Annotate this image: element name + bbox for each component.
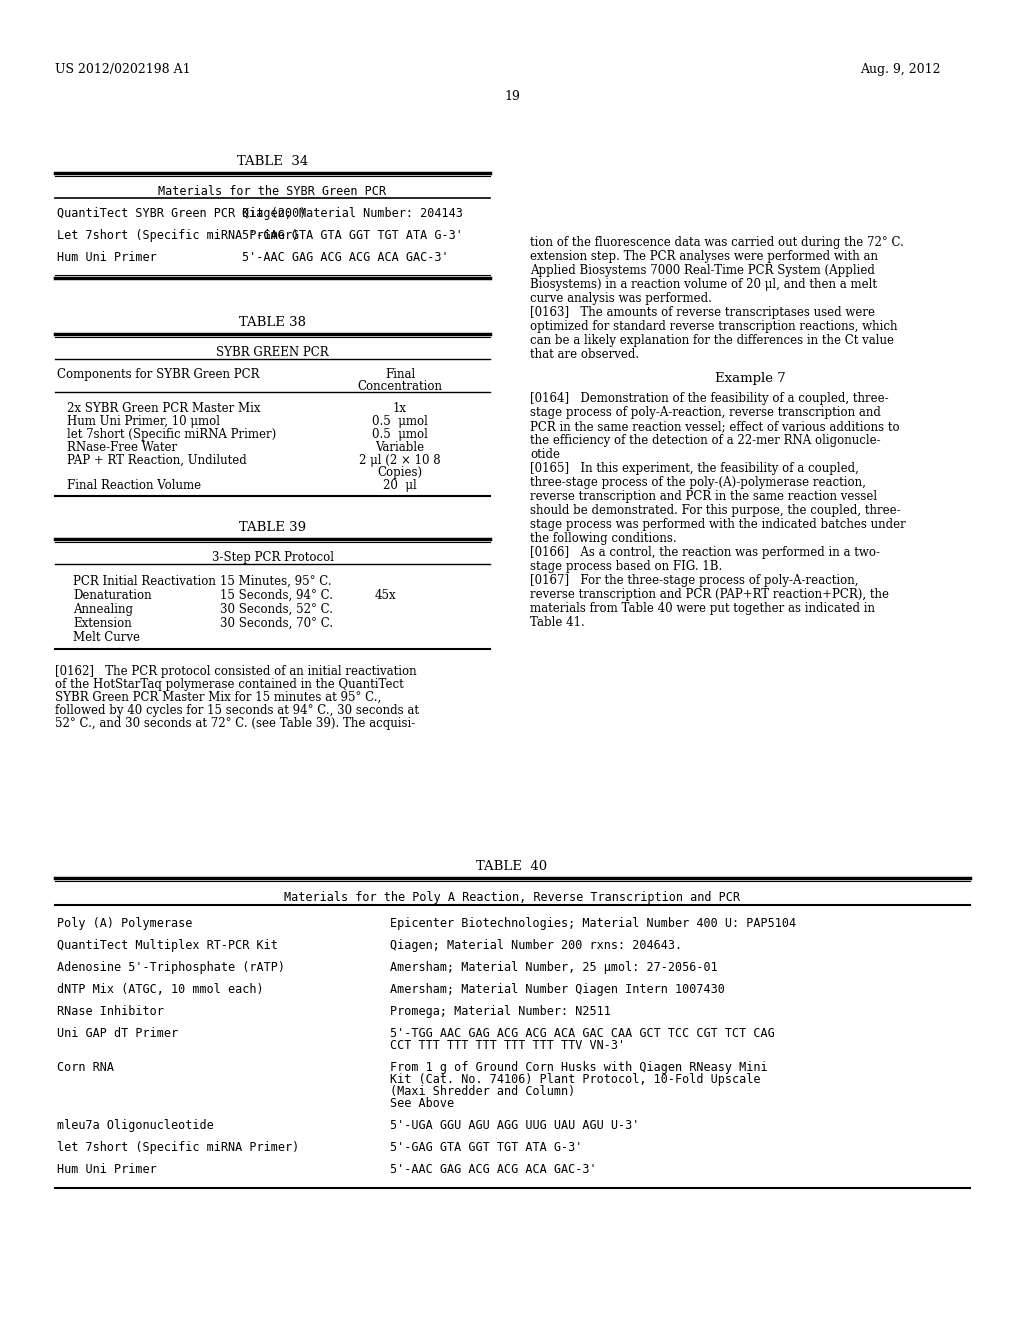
Text: [0162]   The PCR protocol consisted of an initial reactivation: [0162] The PCR protocol consisted of an …	[55, 665, 417, 678]
Text: Applied Biosystems 7000 Real-Time PCR System (Applied: Applied Biosystems 7000 Real-Time PCR Sy…	[530, 264, 874, 277]
Text: (Maxi Shredder and Column): (Maxi Shredder and Column)	[390, 1085, 575, 1098]
Text: RNase Inhibitor: RNase Inhibitor	[57, 1005, 164, 1018]
Text: QuantiTect Multiplex RT-PCR Kit: QuantiTect Multiplex RT-PCR Kit	[57, 939, 278, 952]
Text: reverse transcription and PCR (PAP+RT reaction+PCR), the: reverse transcription and PCR (PAP+RT re…	[530, 587, 889, 601]
Text: Hum Uni Primer, 10 μmol: Hum Uni Primer, 10 μmol	[67, 414, 220, 428]
Text: stage process based on FIG. 1B.: stage process based on FIG. 1B.	[530, 560, 722, 573]
Text: Final Reaction Volume: Final Reaction Volume	[67, 479, 201, 492]
Text: optimized for standard reverse transcription reactions, which: optimized for standard reverse transcrip…	[530, 319, 897, 333]
Text: otide: otide	[530, 447, 560, 461]
Text: the efficiency of the detection of a 22-mer RNA oligonucle-: the efficiency of the detection of a 22-…	[530, 434, 881, 447]
Text: Concentration: Concentration	[357, 380, 442, 393]
Text: mleu7a Oligonucleotide: mleu7a Oligonucleotide	[57, 1119, 214, 1133]
Text: Hum Uni Primer: Hum Uni Primer	[57, 251, 157, 264]
Text: Poly (A) Polymerase: Poly (A) Polymerase	[57, 917, 193, 931]
Text: stage process was performed with the indicated batches under: stage process was performed with the ind…	[530, 517, 906, 531]
Text: Uni GAP dT Primer: Uni GAP dT Primer	[57, 1027, 178, 1040]
Text: 1x: 1x	[393, 403, 407, 414]
Text: 0.5  μmol: 0.5 μmol	[372, 428, 428, 441]
Text: See Above: See Above	[390, 1097, 454, 1110]
Text: tion of the fluorescence data was carried out during the 72° C.: tion of the fluorescence data was carrie…	[530, 236, 904, 249]
Text: Amersham; Material Number, 25 μmol: 27-2056-01: Amersham; Material Number, 25 μmol: 27-2…	[390, 961, 718, 974]
Text: Variable: Variable	[376, 441, 425, 454]
Text: 30 Seconds, 52° C.: 30 Seconds, 52° C.	[220, 603, 333, 616]
Text: Adenosine 5'-Triphosphate (rATP): Adenosine 5'-Triphosphate (rATP)	[57, 961, 285, 974]
Text: curve analysis was performed.: curve analysis was performed.	[530, 292, 712, 305]
Text: Denaturation: Denaturation	[73, 589, 152, 602]
Text: that are observed.: that are observed.	[530, 348, 639, 360]
Text: Annealing: Annealing	[73, 603, 133, 616]
Text: can be a likely explanation for the differences in the Ct value: can be a likely explanation for the diff…	[530, 334, 894, 347]
Text: 45x: 45x	[375, 589, 396, 602]
Text: Extension: Extension	[73, 616, 132, 630]
Text: let 7short (Specific miRNA Primer): let 7short (Specific miRNA Primer)	[67, 428, 276, 441]
Text: Epicenter Biotechnologies; Material Number 400 U: PAP5104: Epicenter Biotechnologies; Material Numb…	[390, 917, 796, 931]
Text: materials from Table 40 were put together as indicated in: materials from Table 40 were put togethe…	[530, 602, 874, 615]
Text: 20  μl: 20 μl	[383, 479, 417, 492]
Text: reverse transcription and PCR in the same reaction vessel: reverse transcription and PCR in the sam…	[530, 490, 878, 503]
Text: Amersham; Material Number Qiagen Intern 1007430: Amersham; Material Number Qiagen Intern …	[390, 983, 725, 997]
Text: followed by 40 cycles for 15 seconds at 94° C., 30 seconds at: followed by 40 cycles for 15 seconds at …	[55, 704, 419, 717]
Text: [0166]   As a control, the reaction was performed in a two-: [0166] As a control, the reaction was pe…	[530, 546, 880, 558]
Text: US 2012/0202198 A1: US 2012/0202198 A1	[55, 63, 190, 77]
Text: 5'-AAC GAG ACG ACG ACA GAC-3': 5'-AAC GAG ACG ACG ACA GAC-3'	[242, 251, 449, 264]
Text: 15 Seconds, 94° C.: 15 Seconds, 94° C.	[220, 589, 333, 602]
Text: 5'-AAC GAG ACG ACG ACA GAC-3': 5'-AAC GAG ACG ACG ACA GAC-3'	[390, 1163, 597, 1176]
Text: 5'-GAG GTA GTA GGT TGT ATA G-3': 5'-GAG GTA GTA GGT TGT ATA G-3'	[242, 228, 463, 242]
Text: 2 μl (2 × 10 8: 2 μl (2 × 10 8	[359, 454, 440, 467]
Text: [0164]   Demonstration of the feasibility of a coupled, three-: [0164] Demonstration of the feasibility …	[530, 392, 889, 405]
Text: Hum Uni Primer: Hum Uni Primer	[57, 1163, 157, 1176]
Text: TABLE  40: TABLE 40	[476, 861, 548, 873]
Text: PAP + RT Reaction, Undiluted: PAP + RT Reaction, Undiluted	[67, 454, 247, 467]
Text: Biosystems) in a reaction volume of 20 μl, and then a melt: Biosystems) in a reaction volume of 20 μ…	[530, 279, 877, 290]
Text: three-stage process of the poly-(A)-polymerase reaction,: three-stage process of the poly-(A)-poly…	[530, 477, 866, 488]
Text: 52° C., and 30 seconds at 72° C. (see Table 39). The acquisi-: 52° C., and 30 seconds at 72° C. (see Ta…	[55, 717, 416, 730]
Text: the following conditions.: the following conditions.	[530, 532, 677, 545]
Text: 30 Seconds, 70° C.: 30 Seconds, 70° C.	[220, 616, 333, 630]
Text: [0165]   In this experiment, the feasibility of a coupled,: [0165] In this experiment, the feasibili…	[530, 462, 859, 475]
Text: let 7short (Specific miRNA Primer): let 7short (Specific miRNA Primer)	[57, 1140, 299, 1154]
Text: TABLE  34: TABLE 34	[237, 154, 308, 168]
Text: Materials for the SYBR Green PCR: Materials for the SYBR Green PCR	[159, 185, 386, 198]
Text: 0.5  μmol: 0.5 μmol	[372, 414, 428, 428]
Text: TABLE 38: TABLE 38	[239, 315, 306, 329]
Text: Copies): Copies)	[378, 466, 423, 479]
Text: 5'-UGA GGU AGU AGG UUG UAU AGU U-3': 5'-UGA GGU AGU AGG UUG UAU AGU U-3'	[390, 1119, 639, 1133]
Text: 5'-GAG GTA GGT TGT ATA G-3': 5'-GAG GTA GGT TGT ATA G-3'	[390, 1140, 583, 1154]
Text: 5'-TGG AAC GAG ACG ACG ACA GAC CAA GCT TCC CGT TCT CAG: 5'-TGG AAC GAG ACG ACG ACA GAC CAA GCT T…	[390, 1027, 775, 1040]
Text: From 1 g of Ground Corn Husks with Qiagen RNeasy Mini: From 1 g of Ground Corn Husks with Qiage…	[390, 1061, 768, 1074]
Text: [0163]   The amounts of reverse transcriptases used were: [0163] The amounts of reverse transcript…	[530, 306, 874, 319]
Text: Example 7: Example 7	[715, 372, 785, 385]
Text: PCR Initial Reactivation: PCR Initial Reactivation	[73, 576, 216, 587]
Text: TABLE 39: TABLE 39	[239, 521, 306, 535]
Text: Table 41.: Table 41.	[530, 616, 585, 630]
Text: Let 7short (Specific miRNA Primer): Let 7short (Specific miRNA Primer)	[57, 228, 299, 242]
Text: Components for SYBR Green PCR: Components for SYBR Green PCR	[57, 368, 259, 381]
Text: should be demonstrated. For this purpose, the coupled, three-: should be demonstrated. For this purpose…	[530, 504, 901, 517]
Text: extension step. The PCR analyses were performed with an: extension step. The PCR analyses were pe…	[530, 249, 878, 263]
Text: [0167]   For the three-stage process of poly-A-reaction,: [0167] For the three-stage process of po…	[530, 574, 858, 587]
Text: of the HotStarTaq polymerase contained in the QuantiTect: of the HotStarTaq polymerase contained i…	[55, 678, 403, 690]
Text: 15 Minutes, 95° C.: 15 Minutes, 95° C.	[220, 576, 332, 587]
Text: Corn RNA: Corn RNA	[57, 1061, 114, 1074]
Text: 2x SYBR Green PCR Master Mix: 2x SYBR Green PCR Master Mix	[67, 403, 260, 414]
Text: 3-Step PCR Protocol: 3-Step PCR Protocol	[212, 550, 334, 564]
Text: dNTP Mix (ATGC, 10 mmol each): dNTP Mix (ATGC, 10 mmol each)	[57, 983, 263, 997]
Text: RNase-Free Water: RNase-Free Water	[67, 441, 177, 454]
Text: CCT TTT TTT TTT TTT TTT TTV VN-3': CCT TTT TTT TTT TTT TTT TTV VN-3'	[390, 1039, 625, 1052]
Text: Kit (Cat. No. 74106) Plant Protocol, 10-Fold Upscale: Kit (Cat. No. 74106) Plant Protocol, 10-…	[390, 1073, 761, 1086]
Text: PCR in the same reaction vessel; effect of various additions to: PCR in the same reaction vessel; effect …	[530, 420, 900, 433]
Text: Aug. 9, 2012: Aug. 9, 2012	[860, 63, 940, 77]
Text: Promega; Material Number: N2511: Promega; Material Number: N2511	[390, 1005, 611, 1018]
Text: Qiagen; Material Number: 204143: Qiagen; Material Number: 204143	[242, 207, 463, 220]
Text: QuantiTect SYBR Green PCR Kit (200): QuantiTect SYBR Green PCR Kit (200)	[57, 207, 306, 220]
Text: Melt Curve: Melt Curve	[73, 631, 140, 644]
Text: stage process of poly-A-reaction, reverse transcription and: stage process of poly-A-reaction, revers…	[530, 407, 881, 418]
Text: SYBR Green PCR Master Mix for 15 minutes at 95° C.,: SYBR Green PCR Master Mix for 15 minutes…	[55, 690, 381, 704]
Text: Qiagen; Material Number 200 rxns: 204643.: Qiagen; Material Number 200 rxns: 204643…	[390, 939, 682, 952]
Text: Final: Final	[385, 368, 415, 381]
Text: SYBR GREEN PCR: SYBR GREEN PCR	[216, 346, 329, 359]
Text: 19: 19	[504, 90, 520, 103]
Text: Materials for the Poly A Reaction, Reverse Transcription and PCR: Materials for the Poly A Reaction, Rever…	[284, 891, 740, 904]
